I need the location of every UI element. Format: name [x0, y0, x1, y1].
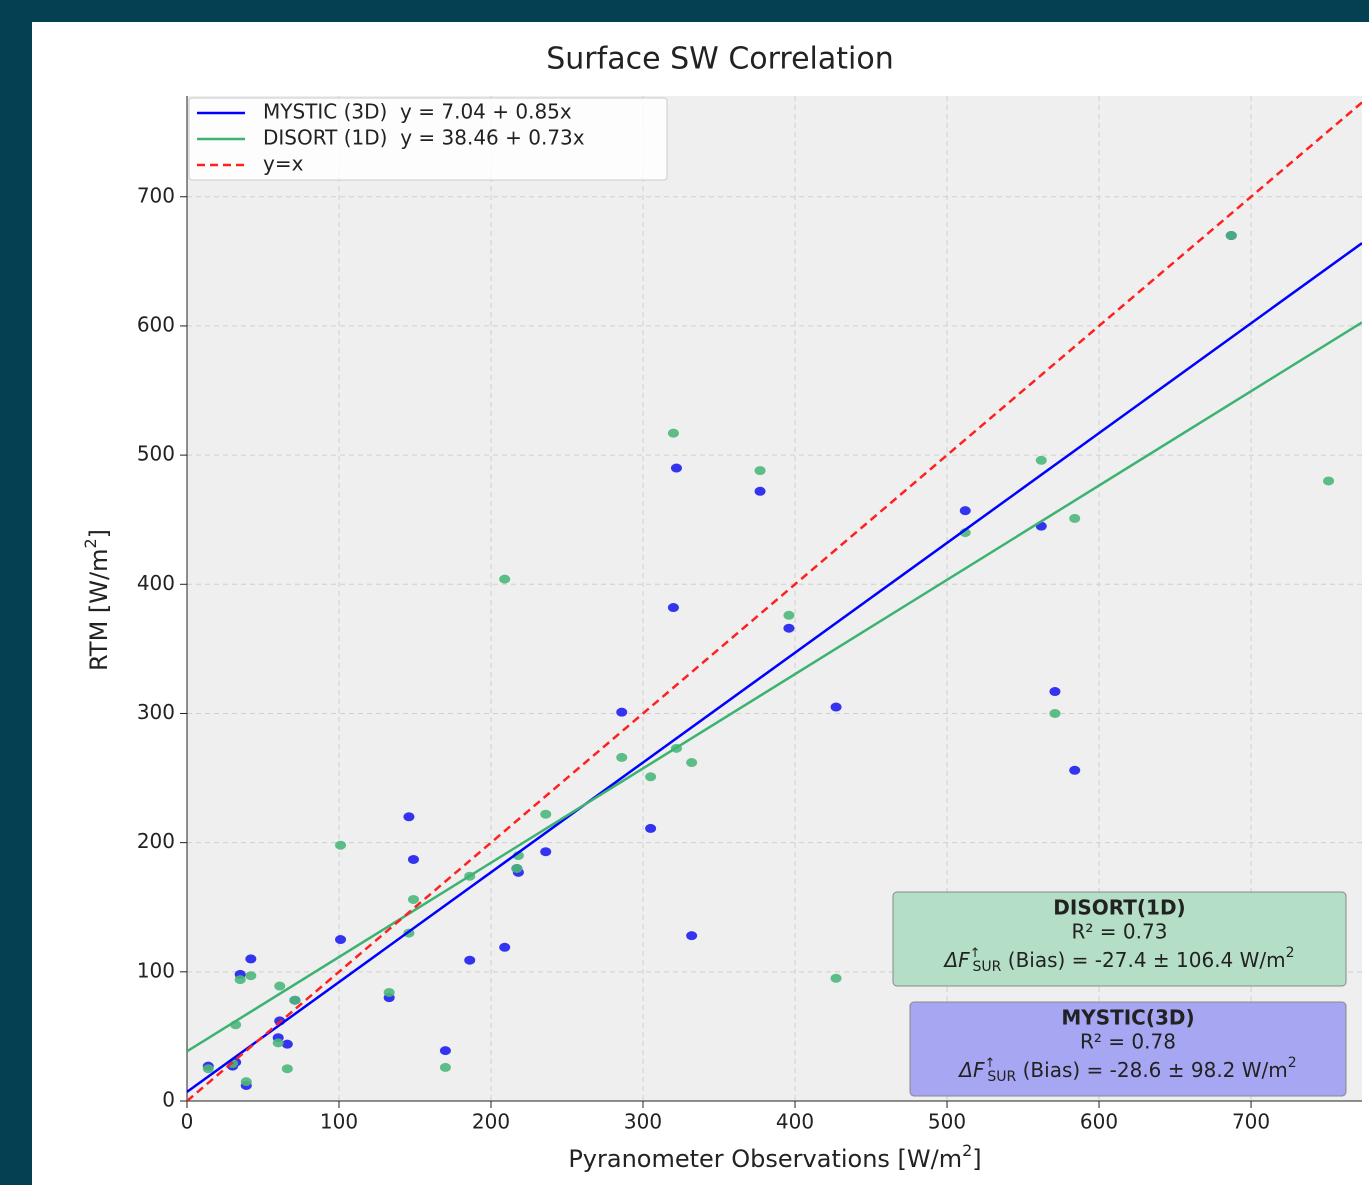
x-axis-label: Pyranometer Observations [W/m2] [568, 1141, 981, 1174]
y-axis-label: RTM [W/m2] [81, 529, 114, 671]
legend-label: y=x [263, 152, 304, 176]
point [754, 466, 766, 476]
point [540, 847, 552, 857]
x-tick-label: 700 [1232, 1110, 1270, 1134]
point [403, 812, 415, 822]
annotation-title: MYSTIC(3D) [1061, 1006, 1194, 1030]
point [499, 574, 511, 584]
point [645, 823, 657, 833]
point [272, 1038, 284, 1048]
annotation-box [909, 1001, 1347, 1097]
point [686, 931, 698, 941]
y-tick-label: 100 [137, 958, 175, 982]
y-tick-label: 600 [137, 312, 175, 336]
point [511, 863, 523, 873]
point [616, 752, 628, 762]
point [274, 981, 286, 991]
point [281, 1039, 293, 1049]
annotation-r2: R² = 0.73 [1072, 920, 1168, 944]
point [830, 702, 842, 712]
point [407, 894, 419, 904]
y-tick-label: 0 [162, 1088, 175, 1112]
fit-line [187, 242, 1362, 1093]
point [439, 1046, 451, 1056]
point [1225, 231, 1237, 241]
legend-label: DISORT (1D) y = 38.46 + 0.73x [263, 126, 585, 150]
annotation-bias: ΔF↑ SUR (Bias) = -27.4 ± 106.4 W/m2 [942, 945, 1294, 975]
point [686, 758, 698, 768]
annotation-bias: ΔF↑ SUR (Bias) = -28.6 ± 98.2 W/m2 [957, 1055, 1296, 1085]
point [645, 772, 657, 782]
point [667, 603, 679, 613]
annotation-r2: R² = 0.78 [1080, 1030, 1176, 1054]
point [335, 935, 347, 945]
x-tick-label: 400 [776, 1110, 814, 1134]
y-tick-label: 500 [137, 442, 175, 466]
point [830, 973, 842, 983]
point [383, 987, 395, 997]
point [245, 954, 257, 964]
y-tick-label: 200 [137, 829, 175, 853]
y-tick-label: 300 [137, 700, 175, 724]
chart-title: Surface SW Correlation [546, 42, 894, 77]
fit-line [187, 321, 1362, 1053]
point [202, 1064, 214, 1074]
point [464, 955, 476, 965]
legend-label: MYSTIC (3D) y = 7.04 + 0.85x [263, 100, 572, 124]
x-tick-label: 200 [472, 1110, 510, 1134]
point [1049, 687, 1061, 697]
point [540, 809, 552, 819]
point [754, 486, 766, 496]
x-tick-label: 500 [928, 1110, 966, 1134]
point [335, 840, 347, 850]
point [1323, 476, 1335, 486]
y-tick-label: 400 [137, 571, 175, 595]
x-tick-label: 100 [320, 1110, 358, 1134]
point [289, 995, 301, 1005]
x-tick-label: 0 [181, 1110, 194, 1134]
point [667, 428, 679, 438]
point [1049, 708, 1061, 718]
point [439, 1062, 451, 1072]
point [499, 942, 511, 952]
point [783, 610, 795, 620]
point [670, 463, 682, 473]
x-tick-label: 600 [1080, 1110, 1118, 1134]
point [281, 1064, 293, 1074]
legend-box [188, 97, 668, 181]
point [1035, 455, 1047, 465]
x-tick-label: 300 [624, 1110, 662, 1134]
fit-line [187, 101, 1362, 1101]
point [1069, 513, 1081, 523]
point [407, 854, 419, 864]
point [245, 971, 257, 981]
plot-content [187, 101, 1362, 1101]
point [959, 506, 971, 516]
annotation-title: DISORT(1D) [1053, 896, 1185, 920]
point [1069, 765, 1081, 775]
annotation-box [892, 891, 1347, 987]
point [783, 623, 795, 633]
y-tick-label: 700 [137, 183, 175, 207]
point [234, 975, 246, 985]
point [240, 1077, 252, 1087]
point [616, 707, 628, 717]
